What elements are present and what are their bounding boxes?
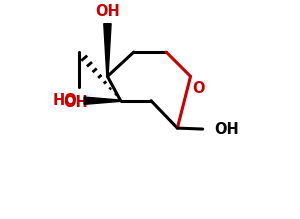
Polygon shape: [84, 97, 121, 104]
Text: HO: HO: [52, 93, 77, 108]
Text: O: O: [193, 81, 205, 96]
Text: OH: OH: [64, 95, 88, 110]
Text: OH: OH: [214, 122, 238, 137]
Text: OH: OH: [95, 4, 120, 19]
Polygon shape: [104, 24, 111, 76]
